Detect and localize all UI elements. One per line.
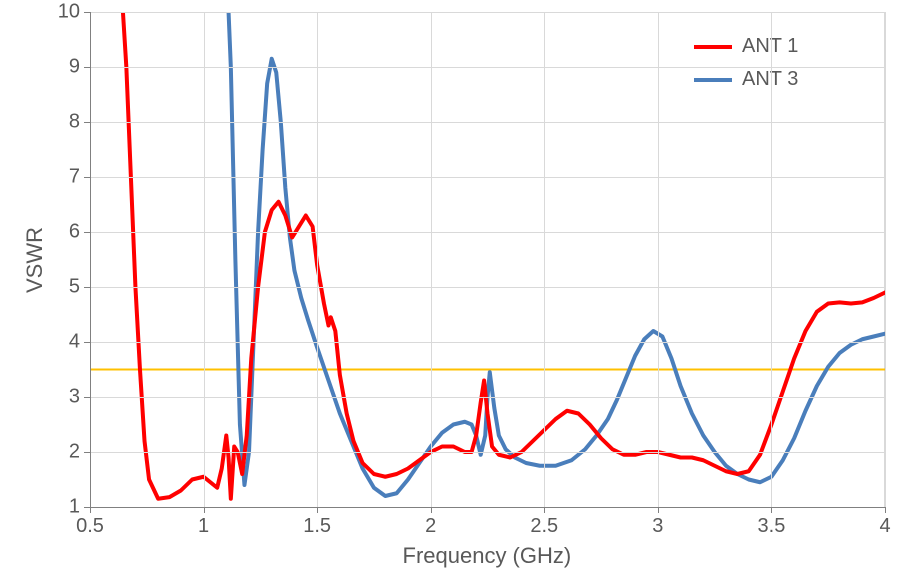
y-tick-label: 8 — [69, 111, 80, 134]
x-tick-label: 2 — [425, 515, 436, 538]
gridline-x — [544, 12, 545, 507]
gridline-x — [885, 12, 886, 507]
y-tick-label: 2 — [69, 441, 80, 464]
gridline-x — [658, 12, 659, 507]
x-tick-label: 2.5 — [530, 515, 558, 538]
y-tick-label: 6 — [69, 221, 80, 244]
x-tick-label: 1.5 — [303, 515, 331, 538]
x-tick-label: 0.5 — [76, 515, 104, 538]
y-tick-label: 9 — [69, 56, 80, 79]
tick-x — [885, 507, 886, 513]
x-tick-label: 1 — [198, 515, 209, 538]
gridline-y — [90, 397, 885, 398]
y-tick-label: 4 — [69, 331, 80, 354]
legend-swatch — [694, 78, 732, 82]
gridline-y — [90, 177, 885, 178]
x-tick-label: 4 — [879, 515, 890, 538]
x-axis-line — [90, 507, 885, 508]
x-tick-label: 3.5 — [758, 515, 786, 538]
gridline-x — [771, 12, 772, 507]
y-tick-label: 10 — [58, 1, 80, 24]
y-axis-line — [90, 12, 91, 507]
gridline-y — [90, 67, 885, 68]
y-tick-label: 5 — [69, 276, 80, 299]
gridline-x — [317, 12, 318, 507]
gridline-y — [90, 232, 885, 233]
y-tick-label: 3 — [69, 386, 80, 409]
gridline-x — [204, 12, 205, 507]
gridline-y — [90, 122, 885, 123]
legend-label: ANT 3 — [742, 68, 798, 91]
legend-label: ANT 1 — [742, 35, 798, 58]
vswr-chart: VSWR Frequency (GHz) ANT 1 ANT 3 1234567… — [0, 0, 911, 587]
gridline-y — [90, 342, 885, 343]
legend-item-ant1: ANT 1 — [694, 35, 798, 58]
legend-swatch — [694, 45, 732, 49]
legend-item-ant3: ANT 3 — [694, 68, 798, 91]
legend: ANT 1 ANT 3 — [694, 35, 798, 101]
gridline-x — [431, 12, 432, 507]
x-tick-label: 3 — [652, 515, 663, 538]
y-tick-label: 7 — [69, 166, 80, 189]
gridline-y — [90, 287, 885, 288]
gridline-y — [90, 12, 885, 13]
gridline-y — [90, 452, 885, 453]
